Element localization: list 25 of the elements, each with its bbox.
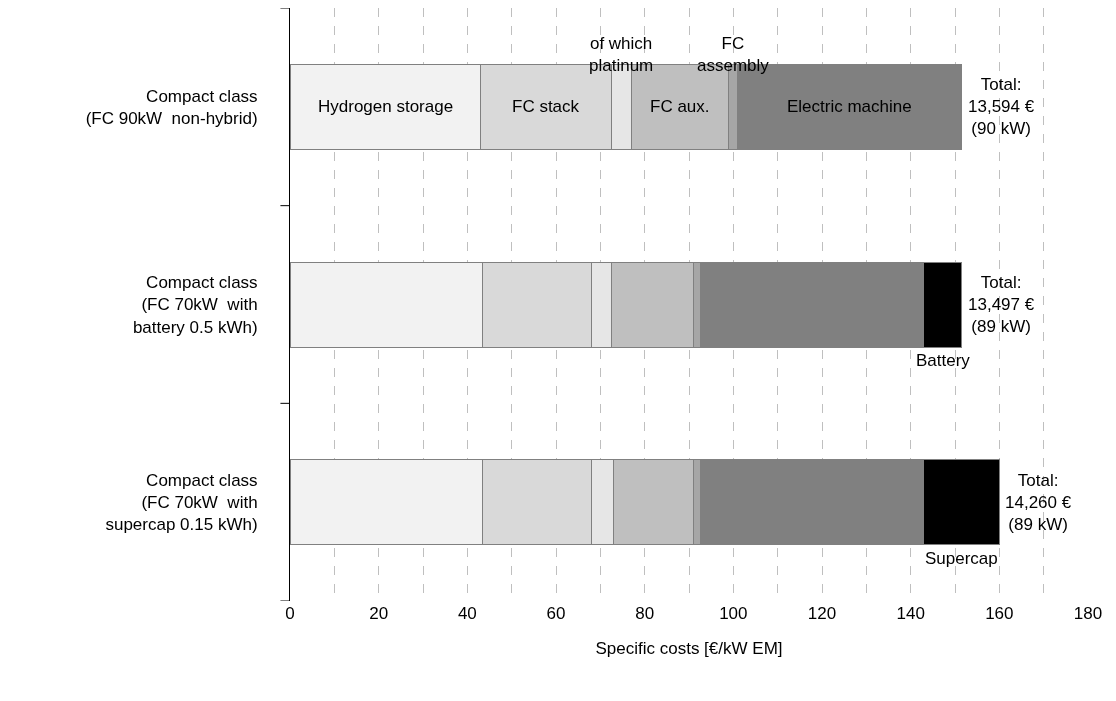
x-tick-label: 100 xyxy=(719,604,748,623)
series-label: Battery xyxy=(916,351,971,370)
total-label: Total: 13,594 € (90 kW) xyxy=(968,75,1035,139)
x-tick-label: 180 xyxy=(1073,604,1103,623)
series-label: FC assembly xyxy=(697,34,770,76)
x-tick-label: 80 xyxy=(635,604,655,623)
series-label: Hydrogen storage xyxy=(318,97,454,116)
x-tick-label: 60 xyxy=(546,604,566,623)
x-axis-title: Specific costs [€/kW EM] xyxy=(595,639,783,659)
series-label: FC stack xyxy=(512,97,580,116)
y-tick-label: Compact class (FC 70kW with battery 0.5 kWh) xyxy=(132,273,258,337)
total-label: Total: 13,497 € (89 kW) xyxy=(968,273,1035,337)
series-label: FC aux. xyxy=(650,97,710,116)
total-label: Total: 14,260 € (89 kW) xyxy=(1005,471,1072,535)
x-tick-label: 40 xyxy=(457,604,477,623)
x-tick-label: 140 xyxy=(896,604,925,623)
series-label: Electric machine xyxy=(787,97,912,116)
series-label: Supercap xyxy=(925,549,998,568)
y-tick-label: Compact class (FC 90kW non-hybrid) xyxy=(85,86,258,128)
x-tick-label: 20 xyxy=(369,604,389,623)
x-tick-label: 0 xyxy=(285,604,295,623)
series-label: of which platinum xyxy=(589,34,654,76)
y-tick-label: Compact class (FC 70kW with supercap 0.15 kWh) xyxy=(105,471,258,535)
x-tick-label: 160 xyxy=(985,604,1014,623)
x-tick-label: 120 xyxy=(807,604,837,623)
